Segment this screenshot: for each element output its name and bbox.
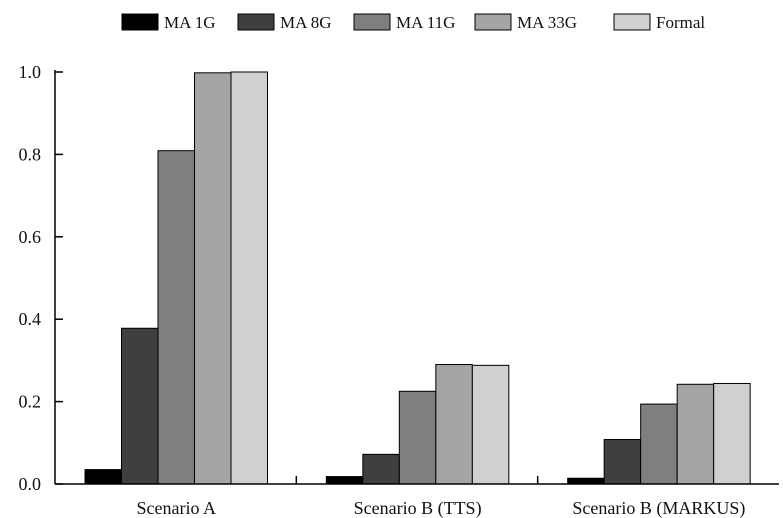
bar-formal-cat-1	[471, 364, 510, 485]
y-tick-label: 1.0	[19, 62, 42, 82]
bar-ma-1g-cat-0	[84, 469, 122, 485]
x-axis: Scenario A Scenario B (TTS) Scenario B (MA…	[55, 476, 779, 518]
bar-ma-33g-cat-0	[194, 72, 232, 485]
bar-ma-8g-cat-2	[603, 439, 642, 485]
legend-swatch	[613, 13, 651, 31]
legend-swatch	[121, 13, 159, 31]
bar-ma-8g-cat-0	[121, 327, 159, 485]
y-tick-label: 0.8	[19, 144, 42, 164]
bars	[84, 71, 751, 485]
legend-swatch	[353, 13, 391, 31]
bar-ma-33g-cat-2	[676, 383, 715, 485]
y-tick-label: 0.4	[19, 309, 42, 329]
legend-label: MA 11G	[396, 13, 455, 32]
y-tick-label: 0.0	[19, 474, 42, 494]
x-category-label: Scenario A	[137, 498, 216, 518]
x-category-label: Scenario B (TTS)	[354, 498, 482, 518]
legend-swatch	[474, 13, 512, 31]
legend-item: MA 11G	[353, 13, 455, 32]
bar-ma-33g-cat-1	[435, 364, 473, 485]
bar-ma-1g-cat-1	[325, 476, 364, 485]
bar-formal-cat-0	[230, 71, 268, 485]
bar-ma-11g-cat-0	[157, 150, 195, 485]
y-tick-label: 0.2	[19, 392, 42, 412]
legend-item: MA 8G	[237, 13, 331, 32]
legend-label: MA 33G	[517, 13, 577, 32]
bar-formal-cat-2	[713, 382, 751, 485]
legend-label: MA 1G	[164, 13, 215, 32]
bar-ma-11g-cat-2	[640, 403, 678, 485]
bar-ma-11g-cat-1	[398, 390, 437, 485]
legend-label: Formal	[656, 13, 705, 32]
legend-label: MA 8G	[280, 13, 331, 32]
x-category-label: Scenario B (MARKUS)	[572, 498, 745, 518]
legend-item: Formal	[613, 13, 705, 32]
y-axis: 0.0 0.2 0.4 0.6 0.8 1.0	[19, 62, 63, 494]
legend-item: MA 33G	[474, 13, 577, 32]
legend-swatch	[237, 13, 275, 31]
bar-ma-1g-cat-2	[567, 477, 605, 485]
y-tick-label: 0.6	[19, 227, 42, 247]
bar-ma-8g-cat-1	[362, 453, 400, 485]
legend: MA 1G MA 8G MA 11G MA 33G Formal	[121, 13, 705, 32]
legend-item: MA 1G	[121, 13, 215, 32]
